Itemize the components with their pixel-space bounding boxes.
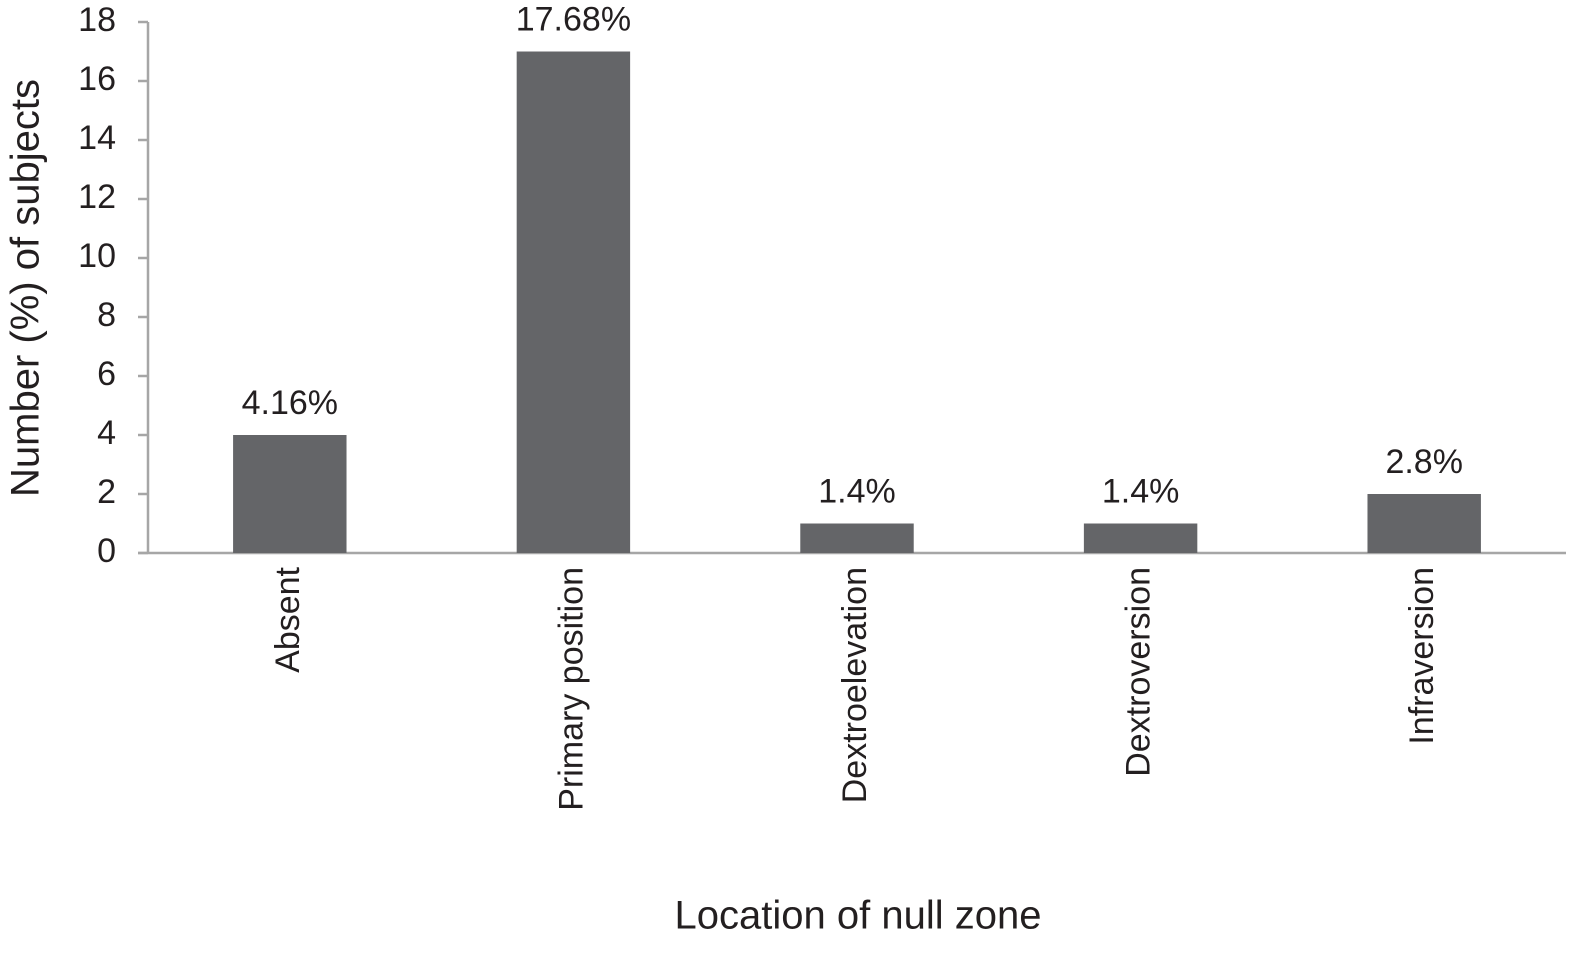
y-tick-label: 2	[97, 473, 116, 511]
x-tick-label: Primary position	[552, 567, 590, 811]
y-tick-label: 6	[97, 355, 116, 393]
y-tick-label: 18	[78, 1, 116, 39]
bar	[1083, 523, 1198, 553]
y-tick-label: 8	[97, 296, 116, 334]
value-label: 1.4%	[818, 472, 896, 510]
value-label: 2.8%	[1385, 443, 1463, 481]
y-tick-label: 14	[78, 119, 116, 157]
y-tick-label: 0	[97, 532, 116, 570]
y-axis-title: Number (%) of subjects	[4, 79, 48, 497]
y-tick-label: 10	[78, 237, 116, 275]
y-tick-label: 16	[78, 60, 116, 98]
x-tick-label: Infraversion	[1403, 567, 1441, 745]
x-tick-label: Absent	[269, 566, 307, 672]
y-tick-label: 12	[78, 178, 116, 216]
y-tick-label: 4	[97, 414, 116, 452]
x-axis-title: Location of null zone	[675, 894, 1042, 938]
x-tick-label: Dextroelevation	[836, 567, 874, 803]
bar	[233, 435, 347, 553]
bar	[800, 523, 914, 553]
value-label: 1.4%	[1102, 472, 1180, 510]
bar	[1367, 494, 1481, 553]
value-label: 17.68%	[516, 0, 631, 38]
value-label: 4.16%	[242, 384, 338, 422]
x-tick-label: Dextroversion	[1120, 567, 1158, 777]
bar	[516, 51, 631, 553]
